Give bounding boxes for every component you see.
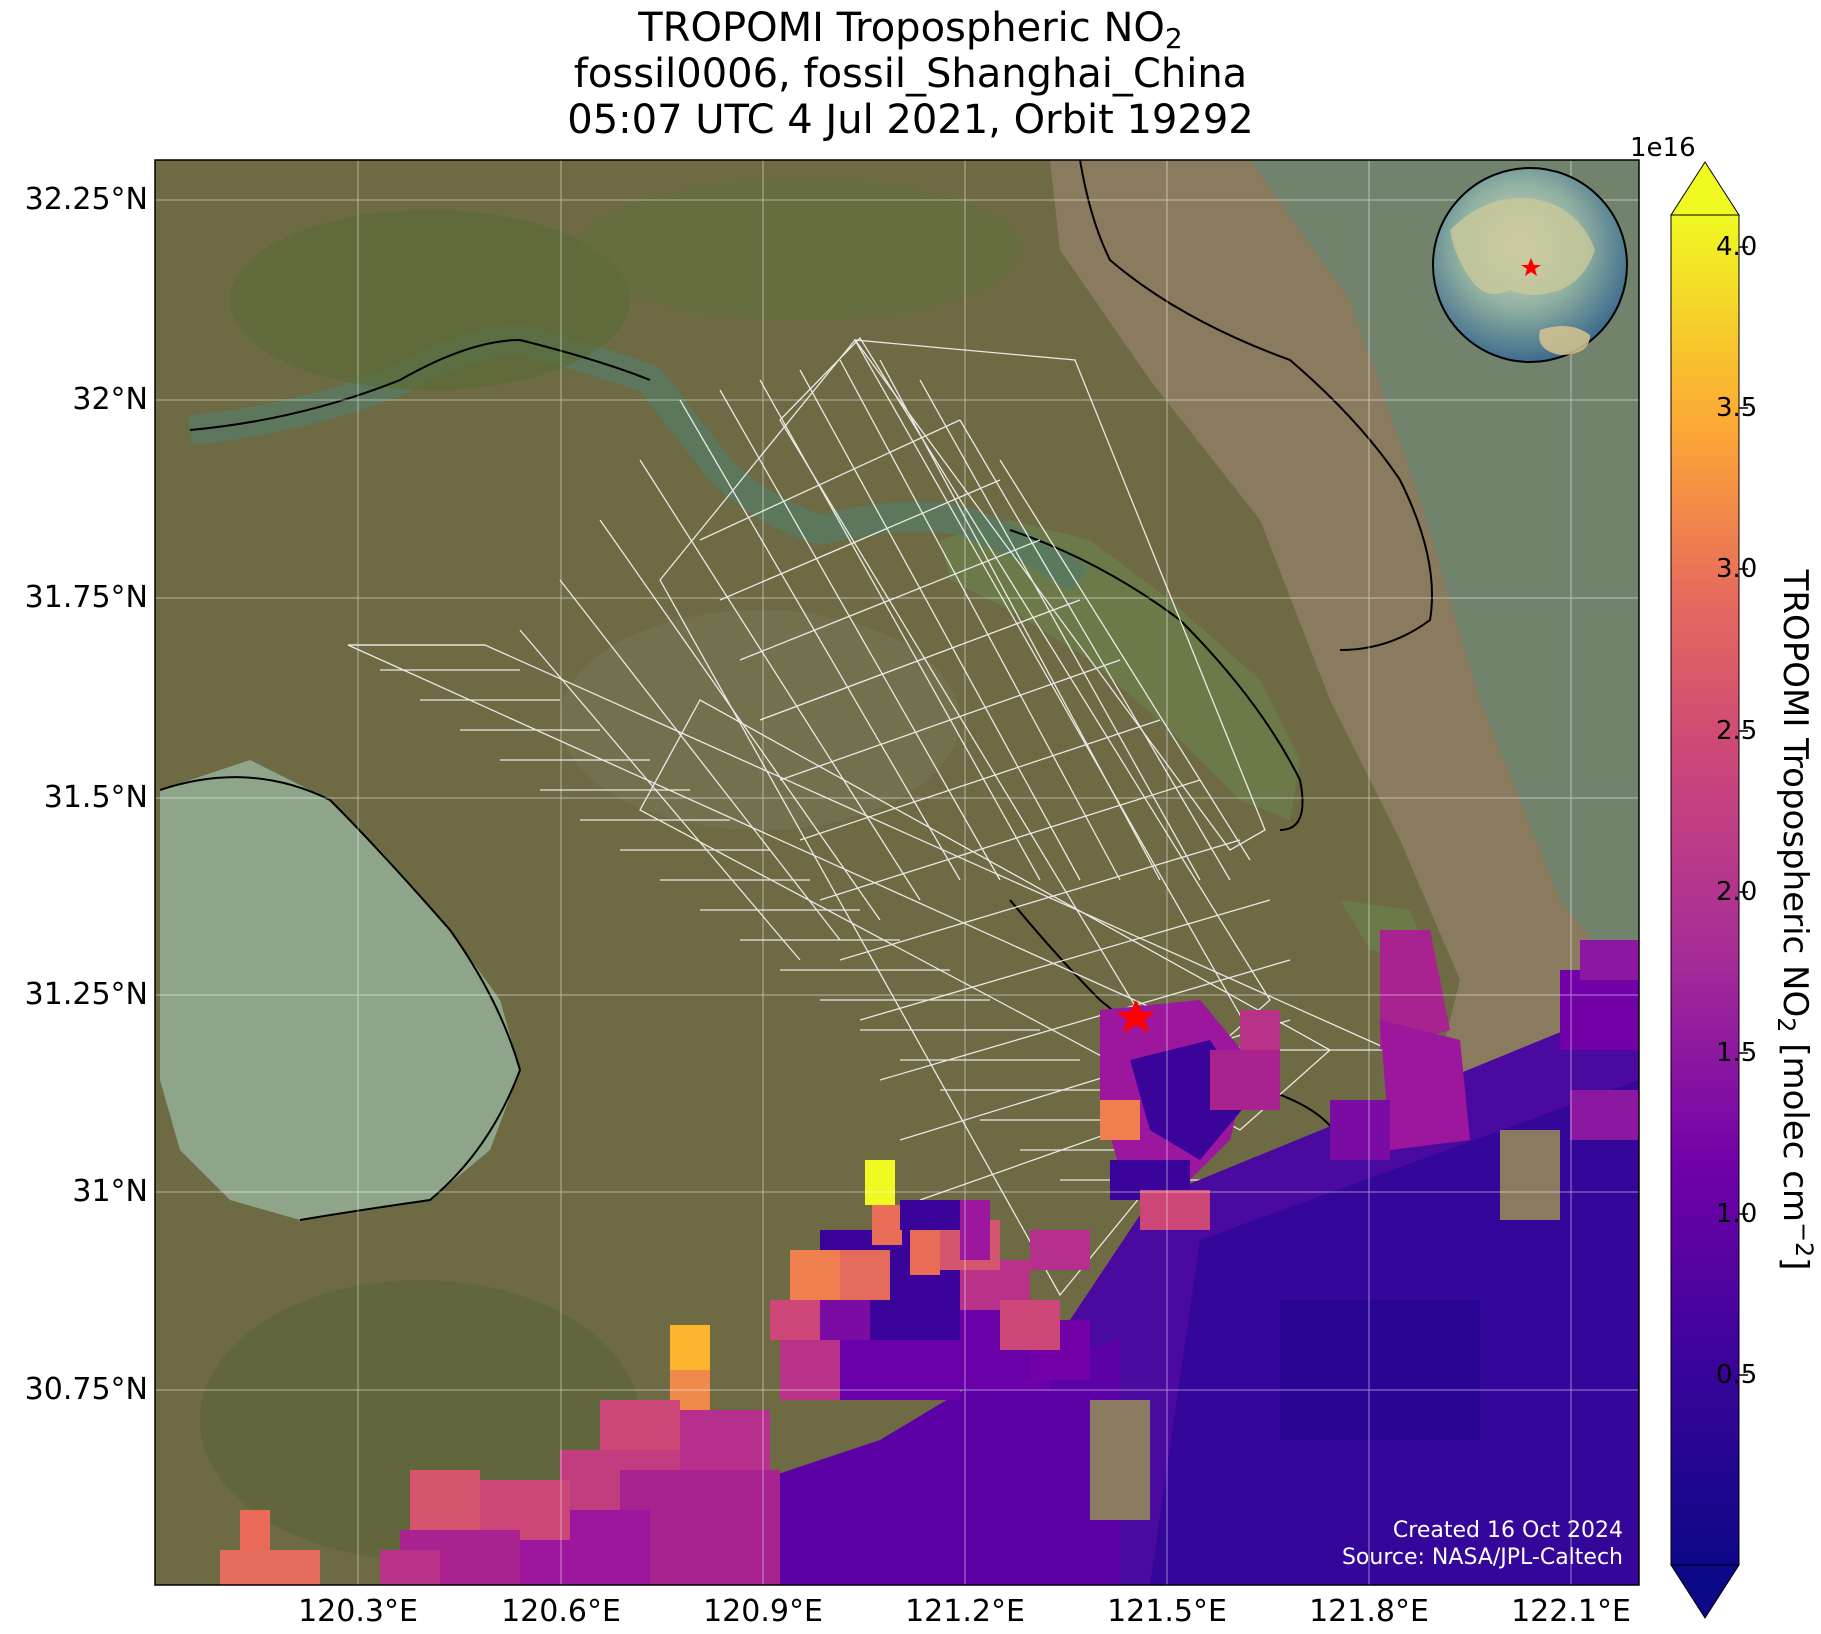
inset-globe (1432, 167, 1628, 363)
lon-tick-label: 120.9°E (703, 1594, 823, 1629)
colorbar-tick-label: 1.5 (1716, 1038, 1758, 1068)
colorbar-tick-label: 3.5 (1716, 393, 1758, 423)
chart-title-line-2: fossil0006, fossil_Shanghai_China (573, 51, 1248, 97)
chart-title-line-1: TROPOMI Tropospheric NO2 (638, 5, 1183, 55)
lat-tick-label: 30.75°N (24, 1372, 148, 1407)
colorbar-tick-label: 4.0 (1716, 232, 1758, 262)
colorbar (1670, 161, 1748, 1619)
lon-tick-label: 121.5°E (1107, 1594, 1227, 1629)
map-frame (154, 159, 1640, 1586)
colorbar-title: TROPOMI Tropospheric NO2 [molec cm−2] (1771, 569, 1819, 1271)
colorbar-tick-label: 2.5 (1716, 716, 1758, 746)
colorbar-exponent: 1e16 (1630, 133, 1696, 163)
colorbar-tick-label: 0.5 (1716, 1360, 1758, 1390)
lat-tick-label: 31.25°N (24, 977, 148, 1012)
lat-tick-label: 32.25°N (24, 182, 148, 217)
no2-pixels (220, 930, 1639, 1585)
gridlines (155, 160, 1639, 1585)
lon-tick-label: 122.1°E (1511, 1594, 1631, 1629)
colorbar-tick-label: 2.0 (1716, 877, 1758, 907)
site-star-marker (1117, 1000, 1155, 1033)
satellite-basemap (155, 160, 1639, 1585)
lat-tick-label: 31.5°N (43, 780, 148, 815)
lon-tick-label: 120.6°E (501, 1594, 621, 1629)
credit-created: Created 16 Oct 2024 (1392, 1518, 1623, 1543)
lon-tick-label: 121.8°E (1309, 1594, 1429, 1629)
credit-source: Source: NASA/JPL-Caltech (1341, 1545, 1623, 1570)
colorbar-tick-label: 1.0 (1716, 1199, 1758, 1229)
lon-tick-label: 120.3°E (298, 1594, 418, 1629)
lat-tick-label: 32°N (72, 382, 148, 417)
colorbar-tick-label: 3.0 (1716, 554, 1758, 584)
chart-title-line-3: 05:07 UTC 4 Jul 2021, Orbit 19292 (567, 97, 1254, 143)
lat-tick-label: 31°N (72, 1174, 148, 1209)
lon-tick-label: 121.2°E (905, 1594, 1025, 1629)
lat-tick-label: 31.75°N (24, 580, 148, 615)
